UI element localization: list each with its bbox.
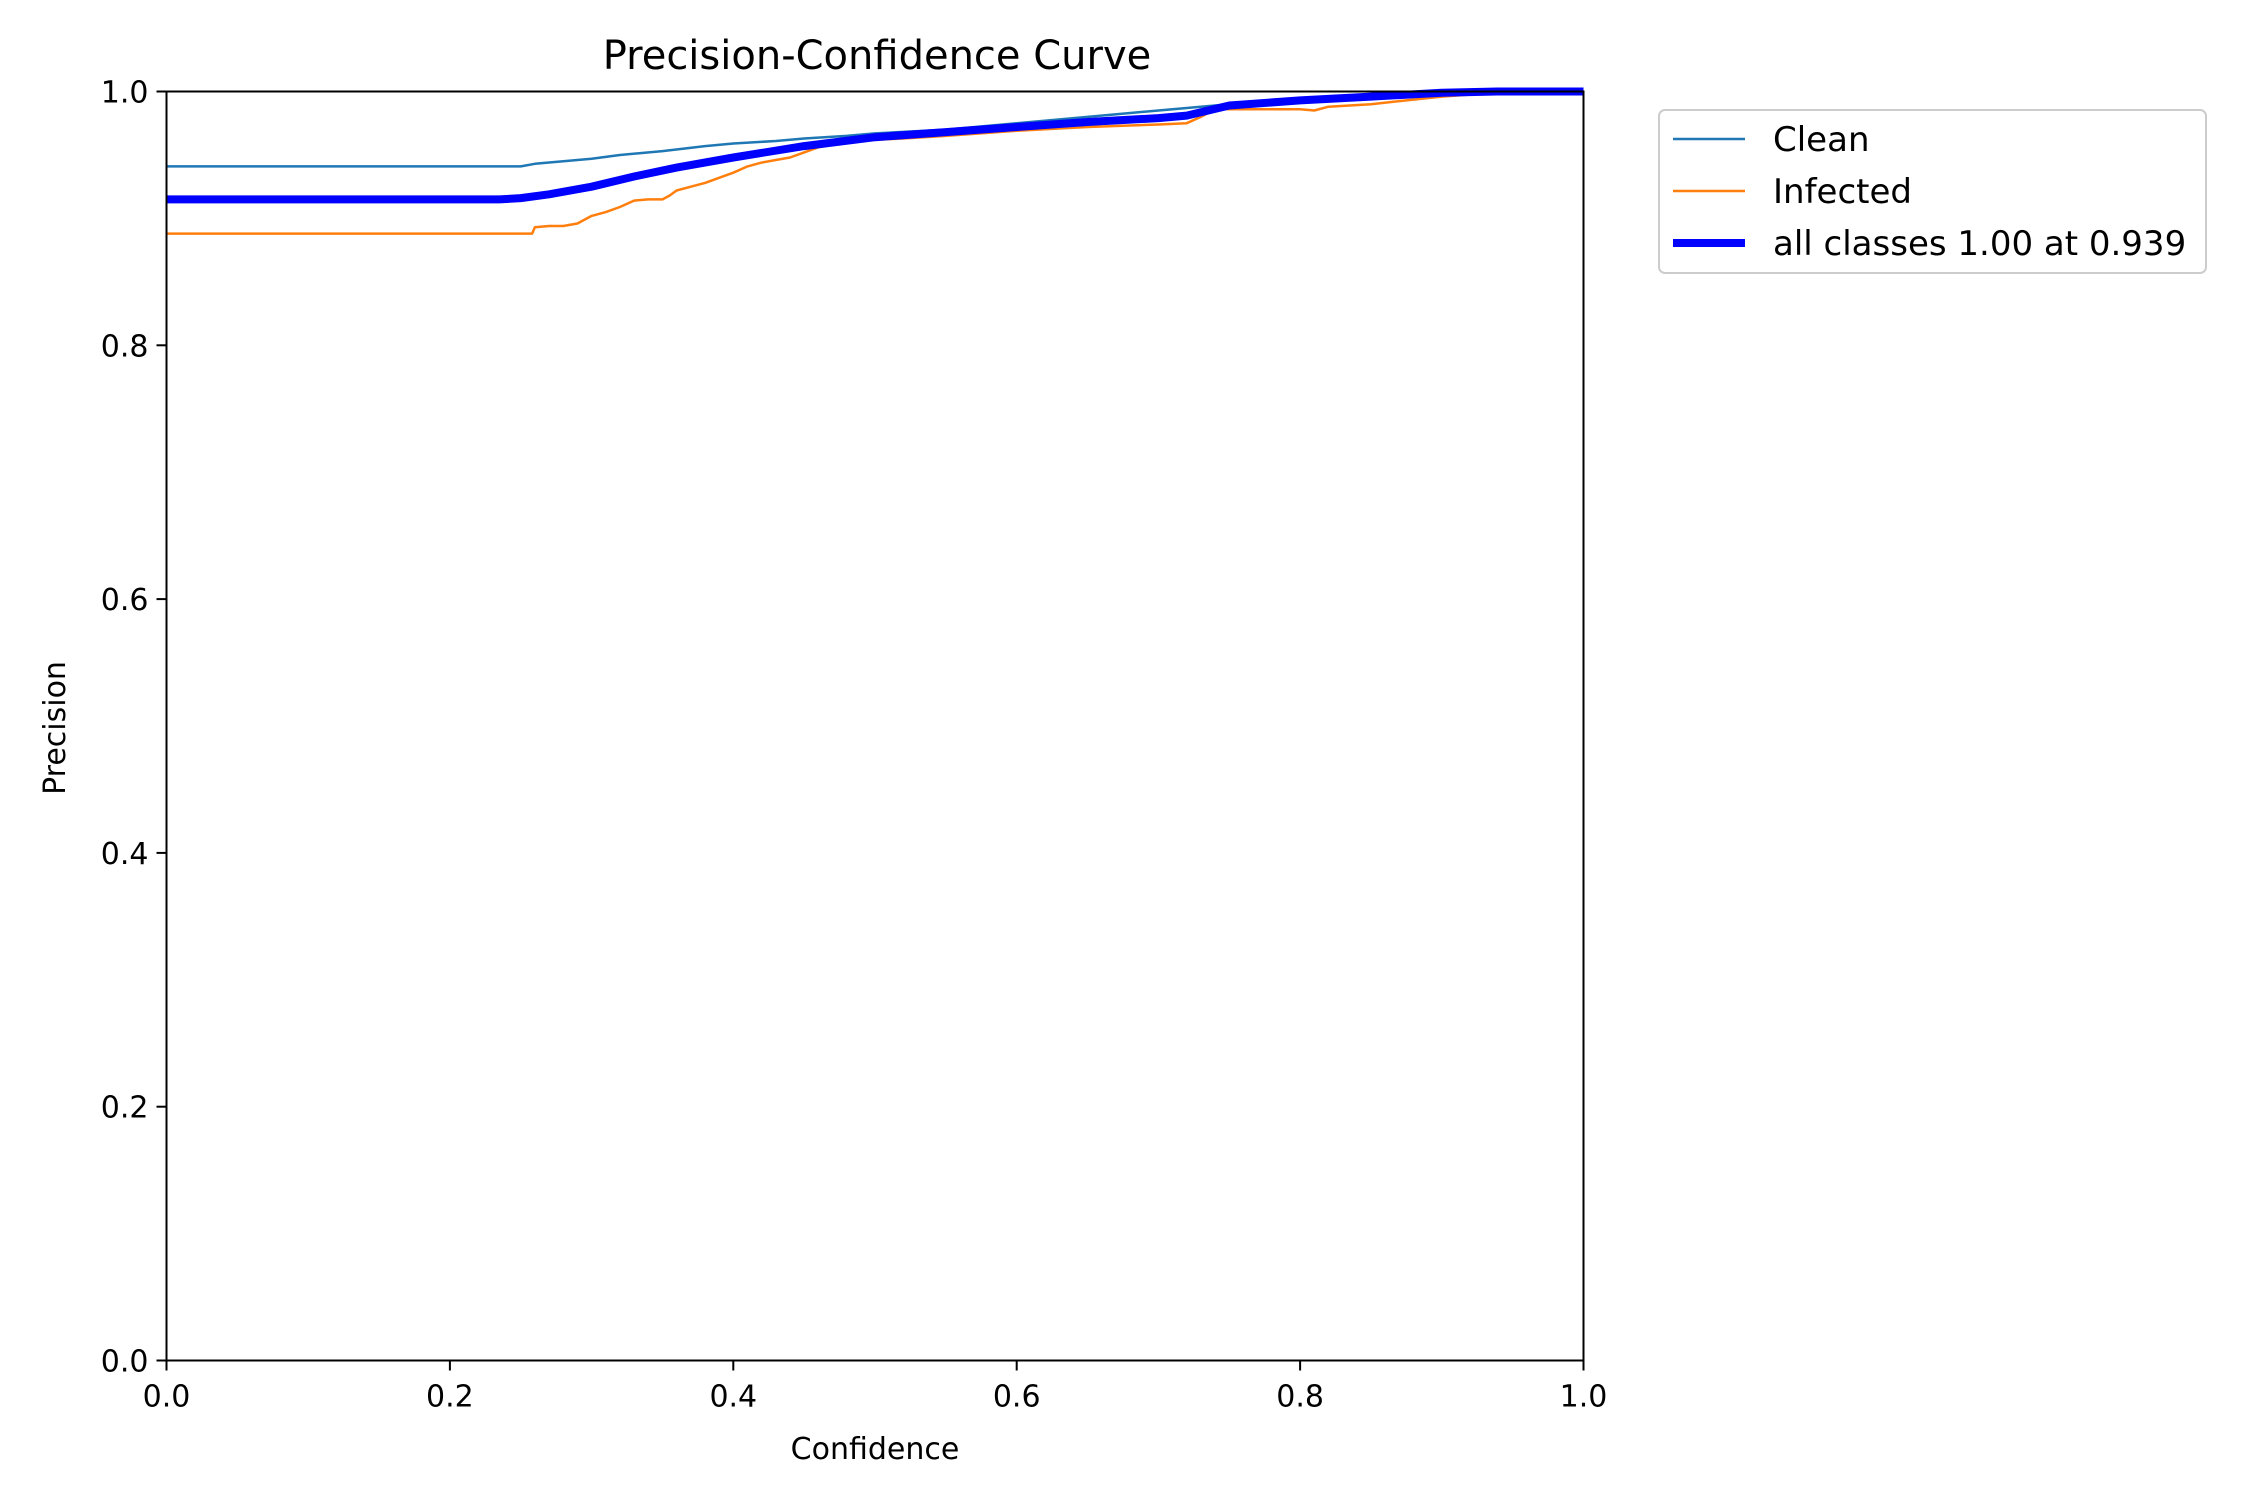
series-line-2 [166,87,1584,204]
y-tick-label: 1.0 [101,76,149,111]
x-tick-label: 0.6 [993,1380,1041,1415]
chart-title: Precision-Confidence Curve [603,33,1152,79]
y-tick-label: 0.8 [101,329,149,364]
legend-label-2: all classes 1.00 at 0.939 [1773,224,2186,264]
x-tick-label: 0.2 [426,1380,474,1415]
y-tick-label: 0.4 [101,837,149,872]
y-tick-label: 0.2 [101,1091,149,1126]
series-line-0 [166,90,1584,168]
x-tick-label: 0.4 [709,1380,757,1415]
y-axis: 0.0 0.2 0.4 0.6 0.8 1.0 [101,76,167,1380]
y-tick-label: 0.0 [101,1345,149,1380]
y-axis-label: Precision [38,661,73,795]
legend: Clean Infected all classes 1.00 at 0.939 [1658,109,2207,274]
legend-label-1: Infected [1773,172,1912,212]
y-tick-label: 0.6 [101,583,149,618]
x-tick-label: 0.0 [143,1380,191,1415]
plot-frame [165,90,1585,1362]
x-axis-label: Confidence [791,1432,960,1467]
legend-label-0: Clean [1773,120,1870,160]
x-tick-label: 0.8 [1276,1380,1324,1415]
legend-box [1658,109,2207,274]
series-line-1 [166,90,1584,235]
plot-area [166,87,1584,235]
x-axis: 0.0 0.2 0.4 0.6 0.8 1.0 [143,1360,1608,1415]
x-tick-label: 1.0 [1560,1380,1608,1415]
